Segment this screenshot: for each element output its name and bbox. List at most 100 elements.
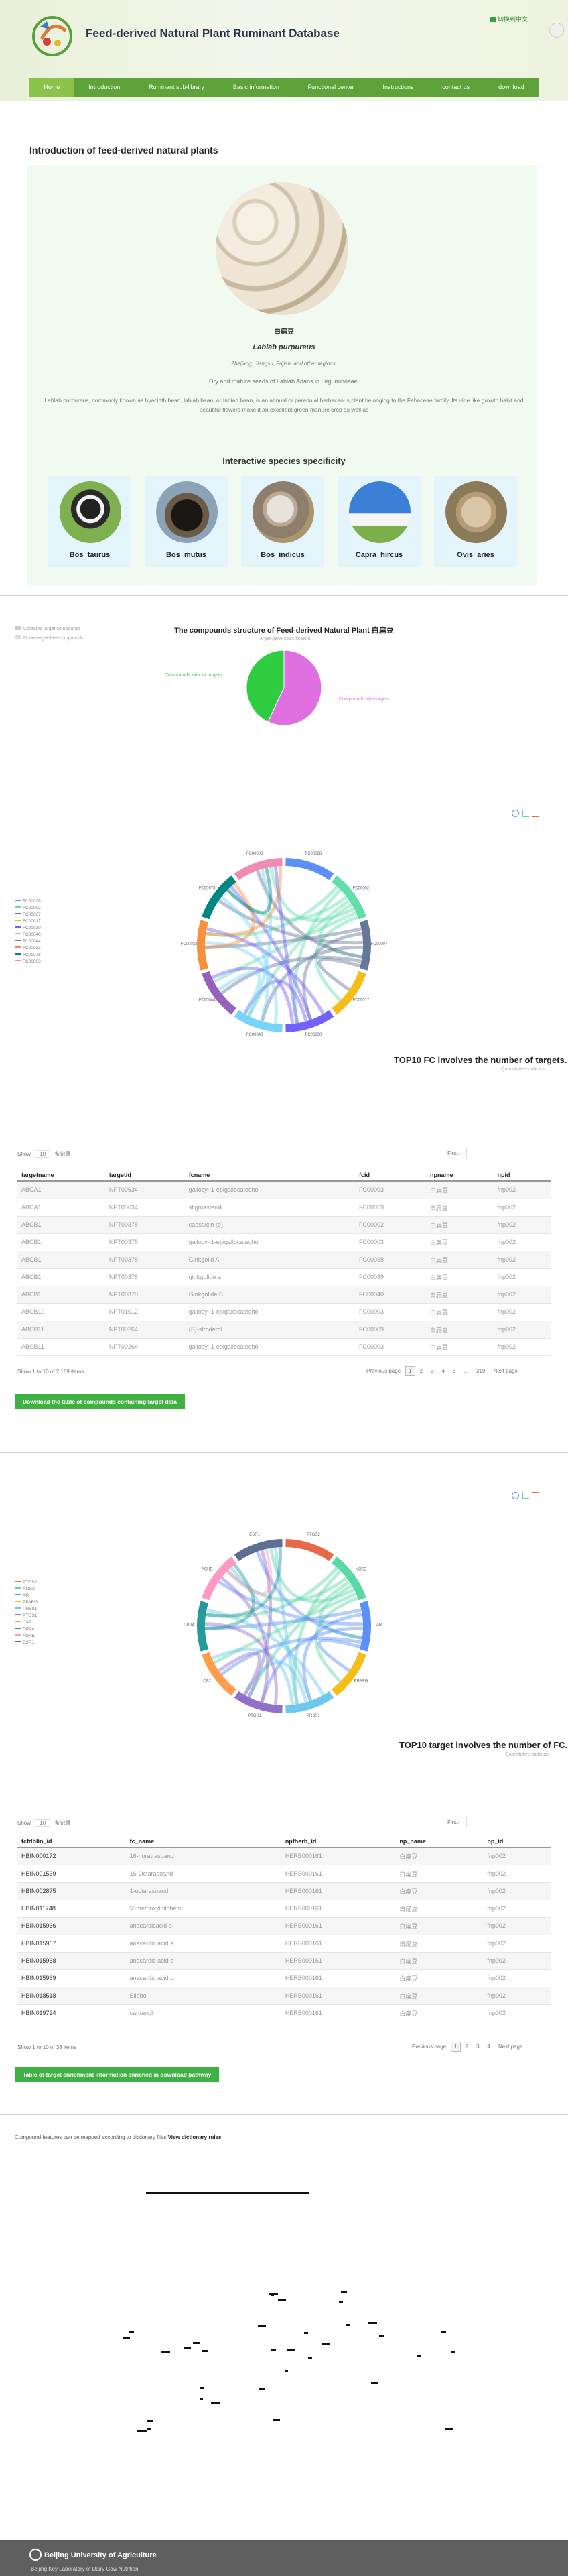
chord-arc[interactable] [197,1601,209,1652]
table-row[interactable]: HBIN015969 anacardic acid c HERB000161 白扁豆 f… [17,1969,551,1987]
nav-introduction[interactable]: Introduction [88,84,121,90]
table-row[interactable]: HBIN015968 anacardic acid b HERB000161 白扁豆 f… [17,1952,551,1970]
chord-legend-item[interactable]: CA2 [15,1619,38,1626]
chord-ribbon[interactable] [314,915,359,1002]
chord-ribbon[interactable] [317,1638,361,1672]
chord-ribbon[interactable] [314,1596,359,1683]
pagination-item[interactable]: ... [464,1368,469,1374]
column-header[interactable]: npfherb_id [281,1835,396,1848]
download-enrichment-button[interactable]: Table of target enrichment information e… [15,2067,220,2082]
chord-ribbon[interactable] [204,1622,278,1705]
chord-ribbon[interactable] [226,888,348,921]
chord-ribbon[interactable] [318,903,363,959]
chord-ribbon[interactable] [204,882,255,949]
chord-ribbon[interactable] [213,911,357,983]
chord-ribbon[interactable] [218,899,364,945]
chord-arc[interactable] [285,1539,334,1562]
chord-legend-item[interactable]: PRSS1 [15,1606,38,1613]
chord-legend-item[interactable]: FC00007 [15,912,41,918]
chord-legend-item[interactable]: FC00030 [15,925,41,932]
chord-legend-item[interactable]: FC00003 [15,959,41,965]
column-header[interactable]: fcfdblin_id [17,1835,126,1848]
chord-ribbon[interactable] [218,971,261,1015]
table-row[interactable]: ABCB1 NPT00378 capsaicin (e) FC00002 白扁豆 fnp0… [17,1216,551,1234]
page-size-select[interactable]: 10 [35,1819,51,1827]
chord-ribbon[interactable] [273,1547,299,1705]
chord-ribbon[interactable] [247,1550,273,1698]
chord-ribbon[interactable] [293,1569,342,1705]
column-header[interactable]: np_name [395,1835,484,1848]
chord-arc[interactable] [332,875,366,920]
chord-ribbon[interactable] [247,1580,350,1698]
species-card-capra-hircus[interactable]: Capra_hircus [338,476,421,567]
chord-arc[interactable] [234,1539,283,1562]
chord-arc[interactable] [285,1009,334,1032]
pagination-item[interactable]: 4 [487,2044,490,2050]
chord-ribbon[interactable] [204,927,362,949]
target-fc-chord-chart[interactable]: PTGS2 NOS2 AR PPARG PRSS1 PTGS1 CA2 DPP4 ACHE ESR… [163,1512,405,1740]
pagination-item[interactable]: 5 [452,1368,456,1374]
page-size-select[interactable]: 10 [35,1150,51,1158]
chord-ribbon[interactable] [218,1580,364,1626]
chord-legend-item[interactable]: PTGS2 [15,1579,38,1586]
chord-legend-item[interactable]: FC00044 [15,938,41,945]
table-row[interactable]: HBIN000172 16-noratrasoand HERB000161 白扁豆 fn… [17,1847,551,1865]
chord-arc[interactable] [332,1556,366,1601]
chord-ribbon[interactable] [211,1647,295,1705]
chord-arc[interactable] [285,858,334,881]
chord-ribbon[interactable] [247,899,350,1017]
table-row[interactable]: ABCB1 NPT00378 gallocyl-1-epigallocatechol… [17,1233,551,1251]
pagination-item[interactable]: 2 [419,1368,423,1374]
table-row[interactable]: ABCA1 NPT00634 gallocyl-1-epigallocatechol… [17,1181,551,1199]
compounds-pie-chart[interactable] [228,643,340,732]
chord-ribbon[interactable] [220,1576,270,1703]
chord-ribbon[interactable] [220,955,362,995]
data-view-icon[interactable] [522,1492,529,1499]
chord-legend-item[interactable]: FC00002 [15,905,41,912]
chord-arc[interactable] [202,1556,236,1601]
chord-ribbon[interactable] [247,869,273,1017]
column-header[interactable]: np_id [483,1835,551,1848]
species-card-ovis-aries[interactable]: Ovis_aries [434,476,517,567]
pagination-item[interactable]: 3 [431,1368,434,1374]
chord-arc[interactable] [359,1601,371,1652]
chord-arc[interactable] [332,1652,366,1696]
chord-arc[interactable] [197,920,209,971]
chord-ribbon[interactable] [302,932,363,1020]
save-image-icon[interactable] [532,1492,539,1499]
table-row[interactable]: ABCB10 NPT01012 gallocyl-1-epigallocatecho… [17,1303,551,1321]
pagination-item[interactable]: 3 [476,2044,480,2050]
nav-functional-center[interactable]: Functional center [307,84,354,90]
chord-arc[interactable] [234,1691,283,1713]
chord-legend-item[interactable]: FC00078 [15,952,41,959]
pagination-item[interactable]: Previous page [366,1368,401,1374]
nav-ruminant-sub-library[interactable]: Ruminant sub-library [149,84,205,90]
chord-arc[interactable] [234,858,283,881]
chord-ribbon[interactable] [211,966,295,1024]
column-header[interactable]: fcid [354,1169,426,1182]
download-compounds-button[interactable]: Download the table of compounds containi… [15,1394,185,1409]
column-header[interactable]: npid [493,1169,551,1182]
chord-ribbon[interactable] [205,1566,339,1619]
chord-ribbon[interactable] [302,1613,363,1701]
chord-ribbon[interactable] [205,866,282,937]
data-view-icon[interactable] [522,810,529,817]
pagination-item[interactable]: 1 [405,1366,415,1376]
nav-home[interactable]: Home [29,78,74,97]
table-row[interactable]: HBIN002875 1-octarasoand HERB000161 白扁豆 fnp0… [17,1882,551,1900]
chord-arc[interactable] [202,875,236,920]
chord-legend-item[interactable]: PTGS1 [15,1613,38,1619]
pagination-item[interactable]: 1 [451,2042,461,2052]
chord-legend-item[interactable]: DPP4 [15,1626,38,1633]
chord-arc[interactable] [202,971,236,1015]
table-row[interactable]: HBIN015967 anacardic acid a HERB000161 白扁豆 f… [17,1935,551,1953]
table1-search-input[interactable] [466,1148,541,1158]
chord-arc[interactable] [234,1009,283,1032]
chord-ribbon[interactable] [220,1636,362,1676]
chord-ribbon[interactable] [229,1566,313,1701]
table-row[interactable]: ABCB11 NPT00264 gallocyl-1-epigallocatecho… [17,1338,551,1356]
pagination-item[interactable]: Next page [498,2044,523,2050]
chord-ribbon[interactable] [255,1551,363,1640]
avatar[interactable] [549,23,564,38]
pagination-item[interactable]: Previous page [412,2044,447,2050]
